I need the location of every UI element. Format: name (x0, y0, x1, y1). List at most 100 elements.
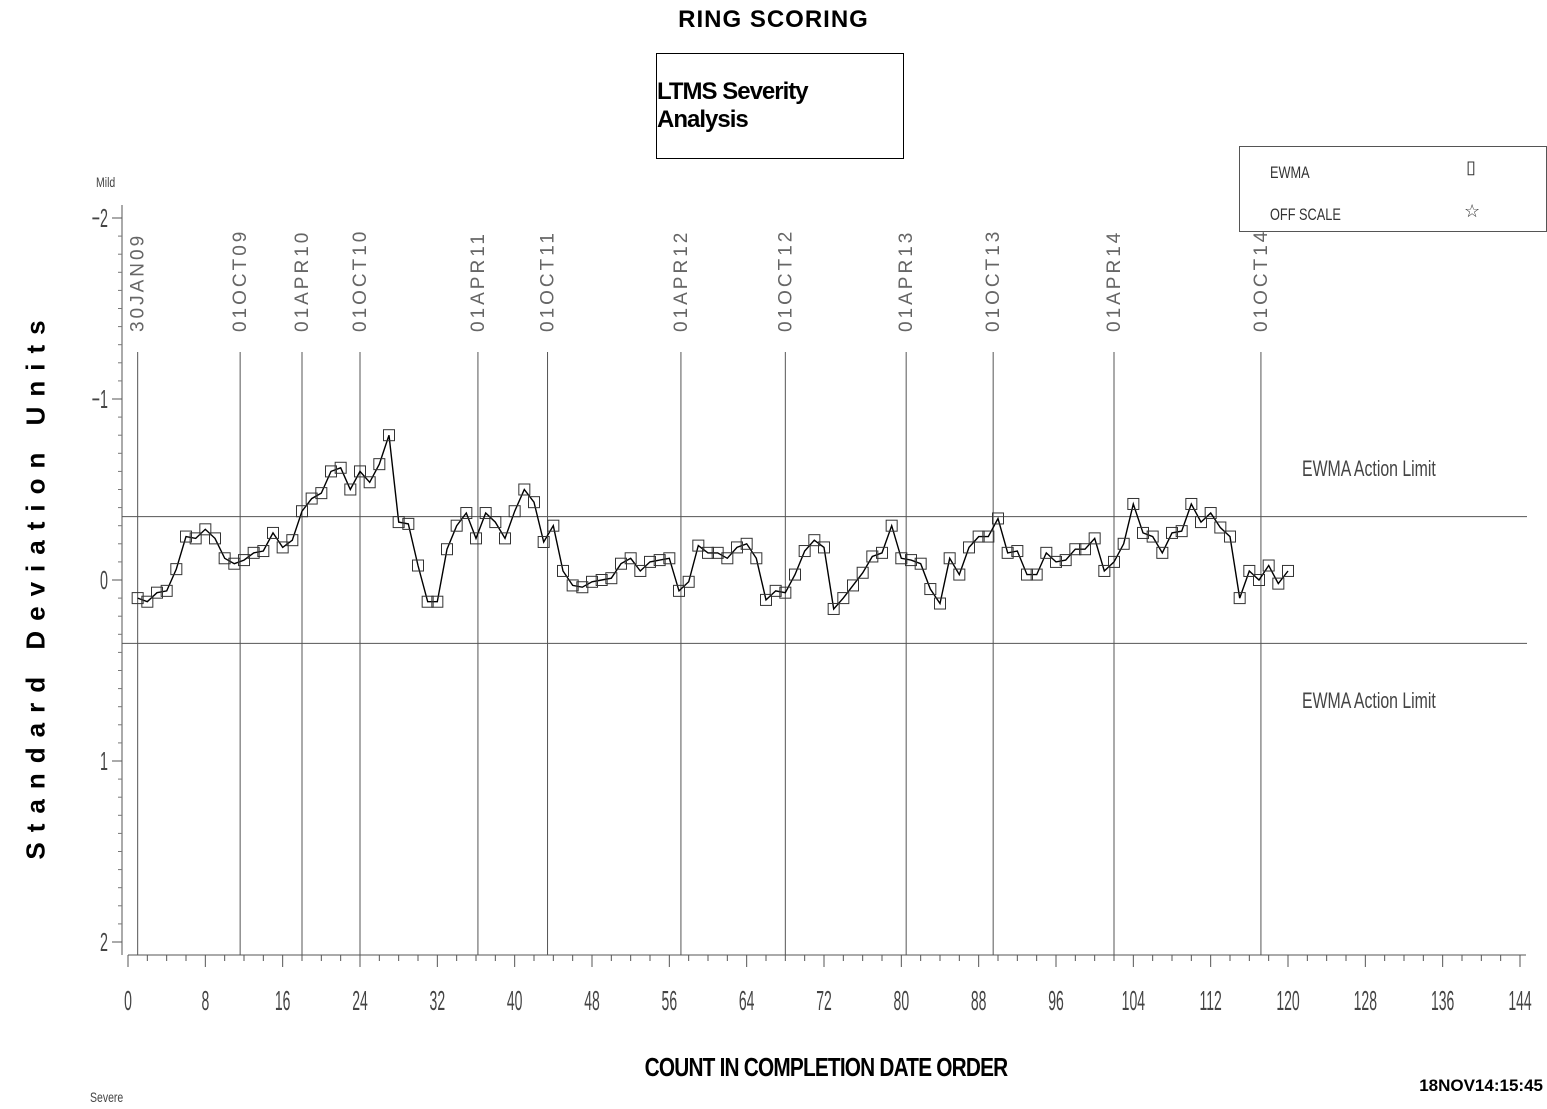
ewma-point (963, 541, 975, 554)
x-tick-label: 88 (971, 985, 987, 1017)
ewma-point (1262, 559, 1275, 572)
ewma-line (137, 434, 1289, 611)
ewma-point (344, 483, 357, 496)
y-bottom-label: Severe (90, 1089, 124, 1105)
ewma-point (1098, 564, 1111, 577)
ewma-point (1030, 568, 1043, 581)
ewma-point (1040, 546, 1053, 559)
x-tick-label: 16 (275, 985, 291, 1017)
square-icon: ▯ (1466, 157, 1476, 177)
ewma-point (1059, 554, 1072, 567)
x-tick-label: 96 (1048, 985, 1064, 1017)
ewma-point (1108, 555, 1120, 568)
ewma-point (866, 550, 879, 563)
ewma-point (238, 554, 250, 567)
ewma-point (315, 487, 328, 500)
ewma-point (740, 537, 753, 550)
ewma-point (885, 519, 898, 532)
ewma-point (1253, 574, 1265, 586)
x-tick-label: 56 (662, 985, 678, 1017)
ewma-point (450, 519, 463, 532)
timestamp: 18NOV14:15:45 (1419, 1076, 1543, 1095)
action-limit-label-upper: EWMA Action Limit (1302, 456, 1436, 481)
ewma-point (170, 563, 183, 576)
ewma-point (895, 552, 908, 565)
ewma-point (276, 541, 289, 554)
ewma-point (141, 595, 154, 608)
ewma-point (160, 584, 173, 597)
ewma-point (528, 496, 540, 509)
x-tick-label: 32 (430, 985, 446, 1017)
ewma-point (557, 564, 569, 577)
date-marker-label: 01APR12 (671, 230, 692, 332)
ewma-point (924, 583, 937, 596)
date-marker-label: 01APR14 (1104, 230, 1125, 332)
x-tick-label: 144 (1508, 985, 1531, 1017)
ewma-point (1117, 537, 1130, 550)
ewma-point (151, 586, 163, 599)
ewma-point (972, 530, 985, 543)
date-marker-label: 01APR11 (468, 231, 489, 332)
x-tick-label: 104 (1122, 985, 1145, 1017)
chart-subtitle: LTMS Severity Analysis (657, 78, 809, 133)
date-marker-label: 01OCT09 (230, 229, 251, 332)
ewma-point (682, 575, 695, 588)
ewma-point (325, 465, 337, 478)
ewma-point (537, 535, 550, 548)
star-icon: ☆ (1464, 201, 1481, 221)
ewma-point (296, 505, 308, 518)
ewma-point (257, 545, 270, 558)
ewma-point (1195, 516, 1207, 529)
ewma-point (692, 539, 705, 552)
ewma-point (1204, 507, 1217, 520)
ewma-point (673, 584, 685, 597)
ewma-point (1079, 543, 1091, 556)
ewma-point (750, 552, 763, 565)
ewma-point (827, 602, 840, 615)
x-tick-label: 64 (739, 985, 755, 1017)
date-marker-label: 01APR10 (292, 230, 313, 332)
ewma-point (334, 461, 347, 474)
ewma-point (547, 519, 560, 532)
ewma-point (1166, 526, 1178, 539)
legend-label-off-scale: OFF SCALE (1270, 205, 1341, 224)
ewma-point (653, 554, 666, 567)
ewma-point (180, 530, 192, 543)
date-marker-label: 01OCT11 (538, 230, 559, 332)
ewma-point (1146, 530, 1159, 543)
ewma-point (441, 543, 453, 556)
x-tick-label: 112 (1200, 985, 1222, 1017)
y-tick-label: 2 (100, 929, 108, 958)
ewma-point (663, 552, 676, 565)
ewma-point (798, 545, 811, 558)
date-marker-label: 01OCT10 (350, 229, 371, 332)
date-marker-label: 01OCT12 (775, 229, 796, 332)
ewma-point (779, 586, 792, 599)
ewma-point (624, 552, 637, 565)
legend: EWMA ▯ OFF SCALE ☆ (1239, 146, 1547, 232)
ewma-point (847, 579, 859, 592)
ewma-point (905, 554, 917, 567)
ewma-point (943, 552, 956, 565)
ewma-point (209, 532, 221, 545)
ewma-point (1233, 592, 1246, 605)
subtitle-box: LTMS Severity Analysis (656, 53, 904, 159)
ewma-point (1127, 497, 1140, 510)
ewma-point (373, 458, 386, 471)
ewma-point (247, 546, 260, 559)
ewma-point (702, 546, 714, 559)
ewma-point (1156, 546, 1169, 559)
ewma-point (760, 593, 772, 606)
x-axis-label: COUNT IN COMPLETION DATE ORDER (644, 1052, 1009, 1082)
ewma-point (392, 516, 405, 529)
ewma-point (644, 555, 656, 568)
ewma-point (808, 534, 821, 547)
ewma-point (363, 476, 376, 489)
ewma-point (914, 557, 927, 570)
ewma-point (731, 541, 743, 554)
ewma-point (1011, 545, 1024, 558)
ewma-point (499, 532, 511, 545)
ewma-point (953, 568, 966, 581)
action-limit-label-lower: EWMA Action Limit (1302, 688, 1436, 713)
ewma-point (837, 592, 850, 605)
